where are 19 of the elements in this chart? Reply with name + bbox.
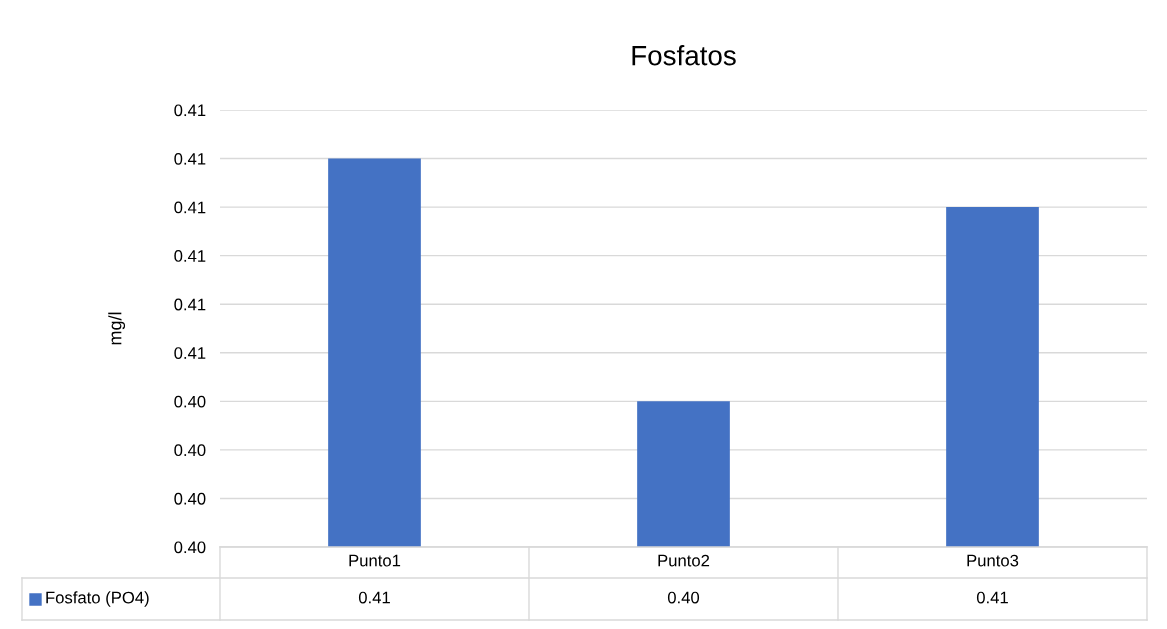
- y-tick-label: 0.40: [174, 541, 206, 554]
- x-tick-label: Punto1: [349, 554, 401, 567]
- x-tick-label: Punto2: [658, 554, 710, 567]
- data-label: 0.41: [358, 591, 390, 604]
- y-axis-title: mg/l: [108, 312, 126, 345]
- y-tick-label: 0.41: [174, 298, 206, 311]
- y-tick-label: 0.41: [174, 152, 206, 165]
- y-tick-label: 0.41: [174, 347, 206, 359]
- y-tick-label: 0.40: [174, 444, 206, 457]
- chart-title: Fosfatos: [632, 45, 736, 66]
- y-tick-label: 0.40: [174, 492, 206, 505]
- data-label: 0.40: [667, 591, 700, 604]
- data-label: 0.41: [976, 591, 1008, 604]
- y-tick-label: 0.41: [174, 250, 206, 262]
- legend-label: Fosfato (PO4): [46, 591, 149, 607]
- x-tick-label: Punto3: [967, 554, 1019, 567]
- y-tick-label: 0.41: [174, 201, 206, 214]
- y-tick-label: 0.41: [174, 104, 206, 117]
- y-tick-label: 0.40: [174, 395, 206, 408]
